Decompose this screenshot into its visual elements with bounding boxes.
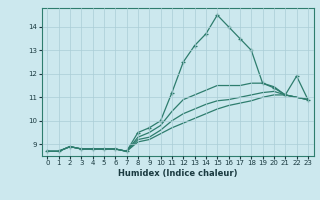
X-axis label: Humidex (Indice chaleur): Humidex (Indice chaleur) [118,169,237,178]
